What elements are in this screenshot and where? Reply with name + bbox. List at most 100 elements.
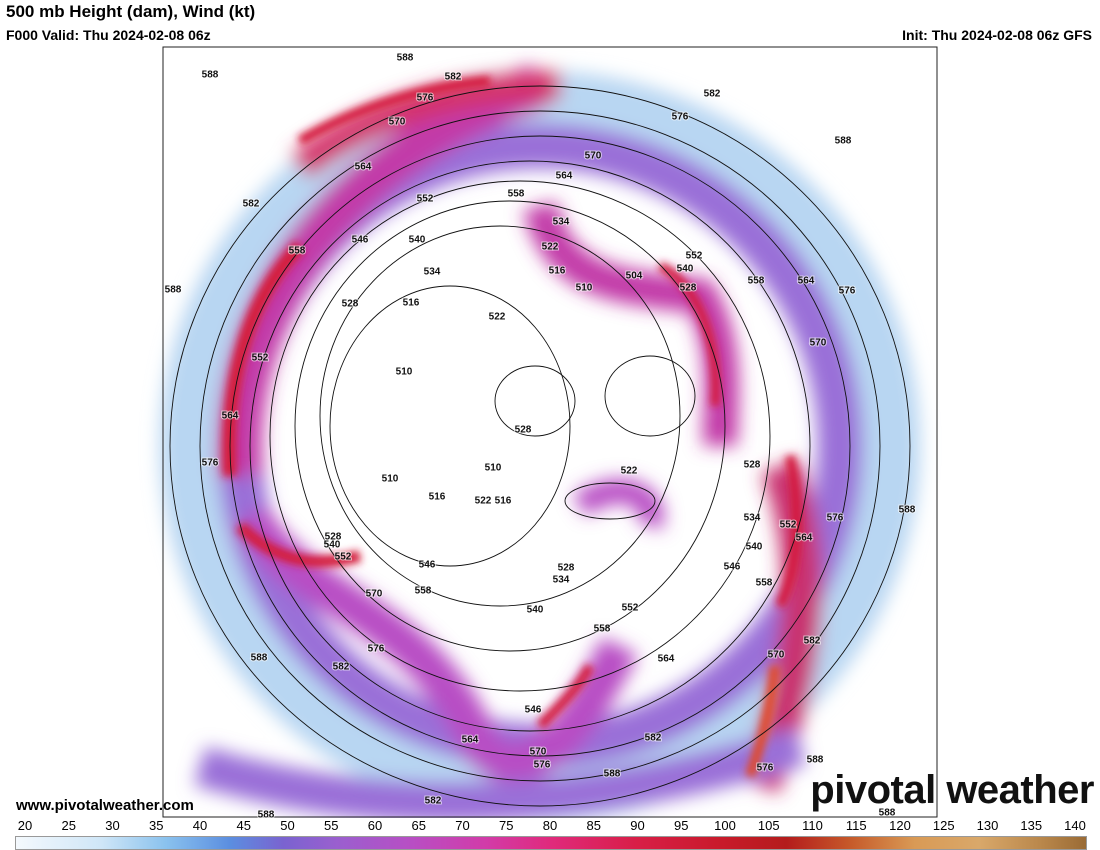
contour-label: 576 [757,763,774,774]
contour-label: 540 [527,605,544,616]
contour-label: 522 [475,496,492,507]
contour-label: 504 [626,271,643,282]
colorbar-tick-label: 60 [367,818,383,833]
contour-label: 510 [576,283,593,294]
contour-label: 576 [839,286,856,297]
contour-label: 510 [485,463,502,474]
contour-label: 552 [686,251,703,262]
wind-field [160,64,920,818]
colorbar-tick-label: 130 [976,818,999,833]
contour-label: 546 [419,560,436,571]
contour-label: 552 [780,520,797,531]
colorbar-tick-label: 45 [236,818,251,833]
contour-label: 576 [368,644,385,655]
contour-label: 588 [899,505,916,516]
map: 588 588 582 576 570 582 576 570 564 564 558 552 582 5… [0,46,1100,818]
contour-label: 528 [680,283,697,294]
contour-label: 558 [289,246,306,257]
contour-label: 576 [417,93,434,104]
contour-label: 510 [382,474,399,485]
contour-label: 576 [202,458,219,469]
contour-label: 582 [333,662,350,673]
contour-label: 576 [534,760,551,771]
contour-label: 516 [429,492,446,503]
colorbar-tick-label: 65 [411,818,426,833]
contour-label: 570 [389,117,406,128]
contour-label: 570 [810,338,827,349]
contour-label: 552 [252,353,269,364]
contour-label: 534 [553,217,570,228]
contour-label: 546 [525,705,542,716]
contour-label: 522 [621,466,638,477]
colorbar-tick-label: 95 [674,818,689,833]
colorbar-tick-label: 100 [714,818,736,833]
contour-label: 552 [335,552,352,563]
watermark: pivotal weather [810,768,1094,812]
contour-label: 564 [222,411,239,422]
contour-label: 588 [835,136,852,147]
contour-label: 570 [530,747,547,758]
contour-label: 522 [542,242,559,253]
contour-label: 582 [425,796,442,807]
valid-time: F000 Valid: Thu 2024-02-08 06z [6,27,211,43]
website: www.pivotalweather.com [16,797,194,814]
contour-label: 588 [397,53,414,64]
contour-label: 570 [366,589,383,600]
contour-label: 576 [827,513,844,524]
contour-label: 558 [415,586,432,597]
contour-label: 552 [622,603,639,614]
colorbar-tick-label: 115 [845,818,867,833]
colorbar-tick-label: 135 [1020,818,1043,833]
contour-label: 540 [677,264,694,275]
contour-label: 552 [417,194,434,205]
contour-label: 588 [251,653,268,664]
colorbar-tick-label: 125 [932,818,955,833]
colorbar-tick-label: 40 [192,818,208,833]
contour-label: 582 [804,636,821,647]
contour-label: 528 [342,299,359,310]
contour-label: 528 [558,563,575,574]
colorbar-tick-label: 30 [105,818,120,833]
contour-label: 588 [258,810,275,818]
contour-label: 558 [756,578,773,589]
colorbar-tick-label: 55 [324,818,339,833]
contour-label: 564 [556,171,573,182]
colorbar-tick-label: 105 [757,818,780,833]
height-contours [169,85,911,807]
contour-label: 564 [658,654,675,665]
contour-label: 582 [704,89,721,100]
contour-label: 510 [396,367,413,378]
colorbar-tick-label: 35 [149,818,164,833]
contour-label: 564 [798,276,815,287]
contour-label: 588 [202,70,219,81]
colorbar-tick-label: 85 [586,818,601,833]
contour-label: 582 [645,733,662,744]
colorbar [15,836,1087,850]
contour-label: 528 [325,532,342,543]
colorbar-tick-label: 75 [499,818,514,833]
contour-label: 588 [807,755,824,766]
contour-label: 540 [746,542,763,553]
colorbar-tick-label: 120 [889,818,911,833]
contour-label: 564 [462,735,479,746]
init-time: Init: Thu 2024-02-08 06z GFS [902,27,1092,43]
contour-label: 588 [604,769,621,780]
colorbar-tick-label: 20 [17,818,33,833]
colorbar-tick-label: 140 [1064,818,1086,833]
contour-label: 564 [796,533,813,544]
map-title: 500 mb Height (dam), Wind (kt) [6,2,256,21]
colorbar-tick-label: 25 [61,818,76,833]
colorbar-tick-label: 70 [455,818,470,833]
contour-label: 540 [324,540,341,551]
colorbar-tick-label: 50 [280,818,295,833]
contour-label: 528 [744,460,761,471]
contour-label: 576 [672,112,689,123]
contour-label: 540 [409,235,426,246]
contour-label: 558 [594,624,611,635]
contour-label: 534 [553,575,570,586]
contour-label: 522 [489,312,506,323]
colorbar-tick-label: 110 [802,818,823,833]
contour-label: 516 [549,266,566,277]
contour-label: 582 [445,72,462,83]
